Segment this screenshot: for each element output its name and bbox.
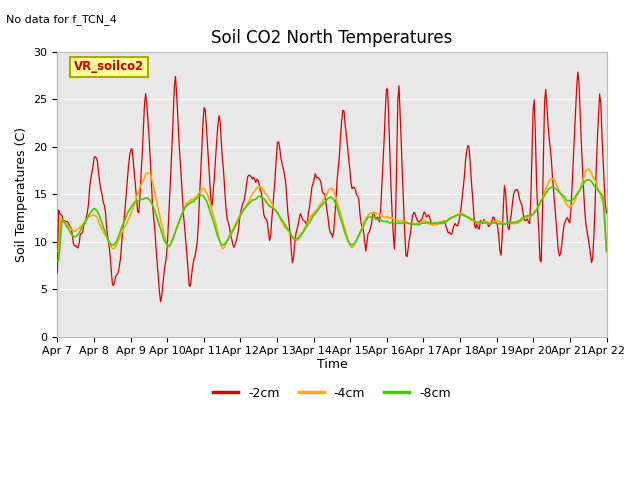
Title: Soil CO2 North Temperatures: Soil CO2 North Temperatures (211, 29, 452, 48)
Legend: -2cm, -4cm, -8cm: -2cm, -4cm, -8cm (209, 382, 456, 405)
X-axis label: Time: Time (317, 358, 348, 371)
Text: VR_soilco2: VR_soilco2 (74, 60, 144, 73)
Text: No data for f_TCN_4: No data for f_TCN_4 (6, 14, 117, 25)
Y-axis label: Soil Temperatures (C): Soil Temperatures (C) (15, 127, 28, 262)
